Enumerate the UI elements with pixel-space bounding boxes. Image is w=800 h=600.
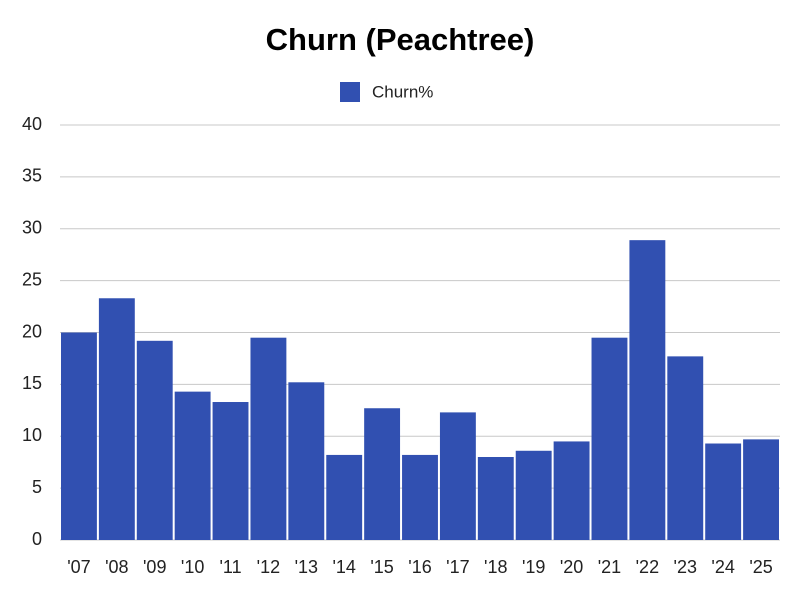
y-tick-label: 0 — [32, 529, 42, 549]
bar — [553, 441, 590, 540]
y-tick-label: 25 — [22, 269, 42, 289]
x-tick-label: '17 — [446, 557, 469, 577]
bar — [515, 450, 552, 540]
bar — [705, 443, 742, 540]
x-tick-label: '24 — [711, 557, 734, 577]
x-tick-label: '09 — [143, 557, 166, 577]
x-tick-label: '11 — [219, 557, 241, 577]
bar — [591, 337, 628, 540]
bar — [477, 457, 514, 540]
bar — [174, 391, 211, 540]
y-tick-label: 20 — [22, 321, 42, 341]
x-tick-label: '13 — [295, 557, 318, 577]
legend-swatch — [340, 82, 360, 102]
x-tick-label: '25 — [749, 557, 772, 577]
y-tick-label: 5 — [32, 477, 42, 497]
x-tick-label: '10 — [181, 557, 204, 577]
bar — [61, 332, 97, 540]
x-tick-label: '23 — [674, 557, 697, 577]
bar — [743, 439, 779, 540]
x-tick-label: '07 — [67, 557, 90, 577]
x-tick-label: '16 — [408, 557, 431, 577]
x-tick-label: '08 — [105, 557, 128, 577]
bar — [439, 412, 476, 540]
x-tick-label: '20 — [560, 557, 583, 577]
x-tick-label: '22 — [636, 557, 659, 577]
x-tick-label: '12 — [257, 557, 280, 577]
x-tick-label: '21 — [598, 557, 621, 577]
bar — [402, 454, 438, 540]
bar — [629, 240, 666, 540]
y-tick-label: 30 — [22, 218, 42, 238]
bar — [98, 298, 135, 540]
bar — [136, 340, 173, 540]
y-tick-label: 10 — [22, 425, 42, 445]
bar — [667, 356, 704, 540]
bar — [364, 408, 401, 540]
y-tick-label: 35 — [22, 166, 42, 186]
x-tick-label: '19 — [522, 557, 545, 577]
bar — [212, 402, 249, 540]
x-tick-label: '14 — [332, 557, 355, 577]
y-tick-label: 40 — [22, 114, 42, 134]
bar — [250, 337, 287, 540]
legend-label: Churn% — [372, 82, 433, 101]
bar — [326, 454, 363, 540]
x-tick-label: '18 — [484, 557, 507, 577]
y-tick-label: 15 — [22, 373, 42, 393]
chart-title: Churn (Peachtree) — [266, 22, 535, 57]
bar — [288, 382, 325, 540]
x-tick-label: '15 — [370, 557, 393, 577]
